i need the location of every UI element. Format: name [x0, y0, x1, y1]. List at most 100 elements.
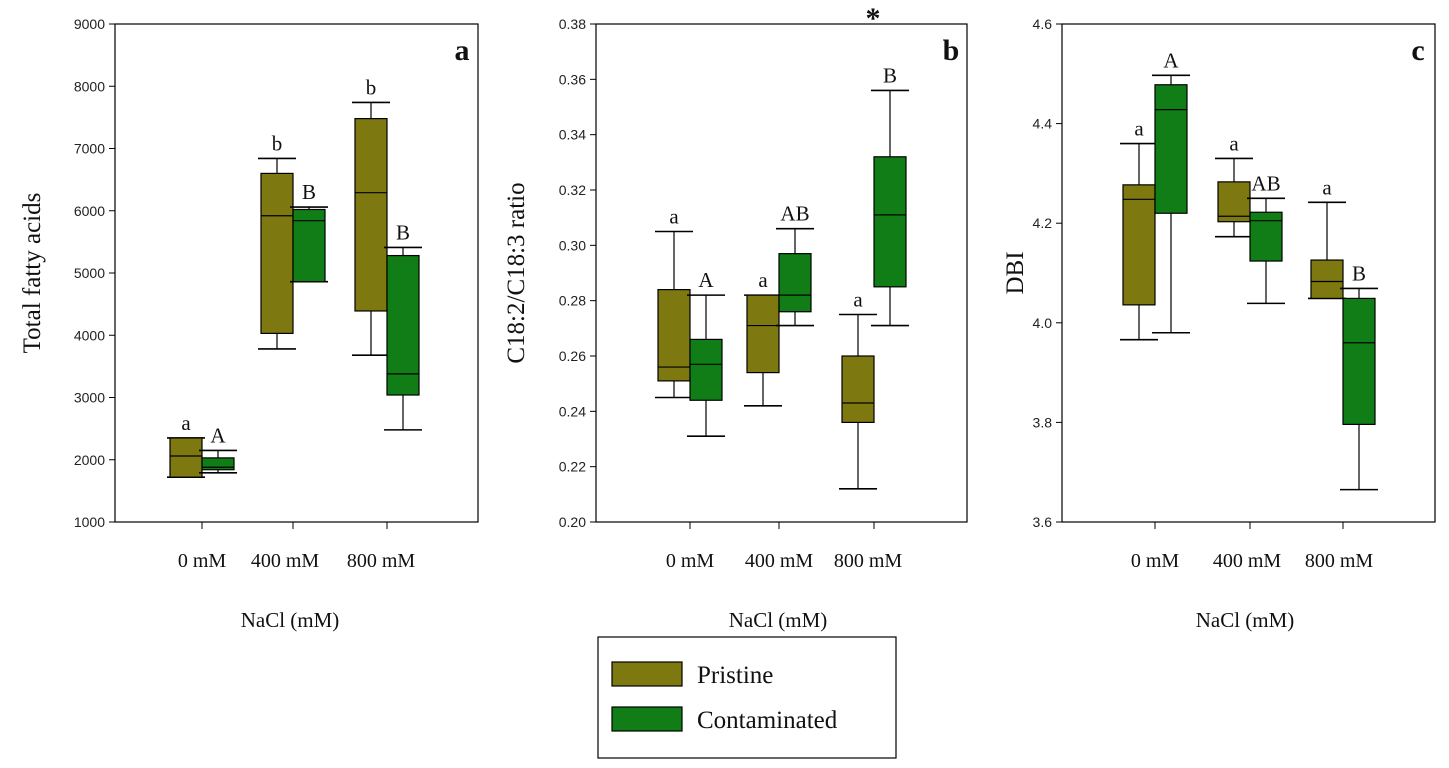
y-tick-label: 0.32 [559, 182, 586, 198]
legend: Pristine Contaminated [597, 636, 897, 759]
significance-letter: a [1134, 117, 1144, 141]
panel-c-categories: 0 mM 400 mM 800 mM [1131, 522, 1374, 572]
significance-letter: B [1352, 261, 1366, 285]
panel-c-x-label: NaCl (mM) [1196, 608, 1295, 632]
box-iqr [292, 208, 326, 283]
significance-letter: AB [780, 202, 809, 226]
box-iqr [778, 253, 812, 313]
box-iqr [169, 437, 203, 478]
box-iqr [1122, 184, 1156, 306]
y-tick-label: 0.34 [559, 127, 586, 143]
box-iqr [1342, 297, 1376, 425]
significance-letter: AB [1251, 171, 1280, 195]
y-tick-label: 4.2 [1033, 215, 1053, 231]
legend-swatch-contaminated [611, 706, 683, 732]
y-tick-label: 4.0 [1033, 315, 1053, 331]
significance-letter: A [210, 423, 226, 447]
box-pristine-2: a [839, 288, 877, 490]
y-tick-label: 1000 [74, 514, 105, 530]
panel-c-y-ticks: 3.6 3.8 4.0 4.2 4.4 4.6 [1033, 16, 1062, 530]
box-contaminated-1: B [290, 180, 328, 283]
y-tick-label: 0.20 [559, 514, 586, 530]
legend-label-contaminated: Contaminated [697, 707, 838, 734]
box-iqr [841, 355, 875, 424]
x-tick-label: 400 mM [1213, 550, 1282, 572]
legend-swatch-pristine [611, 661, 683, 687]
x-tick-label: 800 mM [1305, 550, 1374, 572]
box-pristine-1: a [1215, 131, 1253, 238]
panel-b-categories: 0 mM 400 mM 800 mM [666, 522, 903, 572]
significance-letter: b [366, 75, 377, 99]
legend-frame [597, 636, 897, 759]
significance-letter: a [669, 205, 679, 229]
y-tick-label: 0.28 [559, 293, 586, 309]
legend-label-pristine: Pristine [697, 662, 773, 689]
panel-a-categories: 0 mM 400 mM 800 mM [178, 522, 416, 572]
y-tick-label: 0.22 [559, 459, 586, 475]
box-contaminated-1: AB [776, 202, 814, 327]
box-iqr [746, 294, 780, 374]
significance-letter: A [698, 268, 714, 292]
box-iqr [354, 118, 388, 312]
y-tick-label: 3.8 [1033, 414, 1053, 430]
panel-a-boxes: a b b A B B [167, 75, 422, 478]
y-tick-label: 0.38 [559, 16, 586, 32]
panel-b-frame [595, 23, 968, 523]
box-pristine-1: b [258, 131, 296, 350]
panel-c-frame [1061, 23, 1436, 523]
panel-c: 3.6 3.8 4.0 4.2 4.4 4.6 a a a A AB B 0 mM 400 mM 800… [1002, 16, 1436, 632]
box-pristine-0: a [167, 411, 205, 478]
y-tick-label: 9000 [74, 16, 105, 32]
box-contaminated-2: B [1340, 261, 1378, 491]
significance-letter: a [758, 268, 768, 292]
x-tick-label: 800 mM [834, 550, 903, 572]
significance-letter: a [181, 411, 191, 435]
y-tick-label: 4.4 [1033, 116, 1053, 132]
y-tick-label: 0.30 [559, 237, 586, 253]
panel-a-y-label: Total fatty acids [19, 193, 46, 354]
significance-letter: B [302, 180, 316, 204]
panel-a-y-ticks: 1000 2000 3000 4000 5000 6000 7000 8000 9000 [74, 16, 115, 530]
y-tick-label: 6000 [74, 203, 105, 219]
panel-a-x-label: NaCl (mM) [241, 608, 340, 632]
box-iqr [1154, 84, 1188, 214]
box-iqr [1310, 259, 1344, 299]
panel-a: 1000 2000 3000 4000 5000 6000 7000 8000 9000 a b b… [19, 16, 479, 632]
box-iqr [657, 289, 691, 382]
box-iqr [260, 172, 294, 334]
panel-c-label: c [1411, 34, 1424, 67]
box-iqr [201, 457, 235, 471]
y-tick-label: 0.36 [559, 71, 586, 87]
box-contaminated-0: A [199, 423, 237, 474]
y-tick-label: 4.6 [1033, 16, 1053, 32]
x-tick-label: 0 mM [178, 550, 227, 572]
box-pristine-1: a [744, 268, 782, 407]
panel-b-x-label: NaCl (mM) [729, 608, 828, 632]
box-iqr [689, 338, 723, 401]
panel-c-boxes: a a a A AB B [1120, 48, 1378, 491]
panel-b-y-ticks: 0.20 0.22 0.24 0.26 0.28 0.30 0.32 0.34 0.36 0.38 [559, 16, 596, 530]
x-tick-label: 0 mM [1131, 550, 1180, 572]
x-tick-label: 0 mM [666, 550, 715, 572]
y-tick-label: 5000 [74, 265, 105, 281]
panel-b-label: b [943, 34, 960, 67]
significance-letter: B [883, 63, 897, 87]
y-tick-label: 3.6 [1033, 514, 1053, 530]
box-iqr [873, 156, 907, 288]
box-pristine-2: b [352, 75, 390, 356]
box-pristine-2: a [1308, 175, 1346, 300]
y-tick-label: 7000 [74, 141, 105, 157]
x-tick-label: 800 mM [347, 550, 416, 572]
panel-a-label: a [455, 34, 470, 67]
box-contaminated-0: A [1152, 48, 1190, 334]
box-iqr [1249, 211, 1283, 262]
box-pristine-0: a [1120, 117, 1158, 341]
y-tick-label: 8000 [74, 78, 105, 94]
panel-b-y-label: C18:2/C18:3 ratio [503, 182, 530, 363]
significance-letter: a [1229, 131, 1239, 155]
panel-b-boxes: a a a A AB B [655, 63, 909, 490]
significance-letter: A [1163, 48, 1179, 72]
significance-letter: a [853, 288, 863, 312]
box-iqr [386, 254, 420, 396]
